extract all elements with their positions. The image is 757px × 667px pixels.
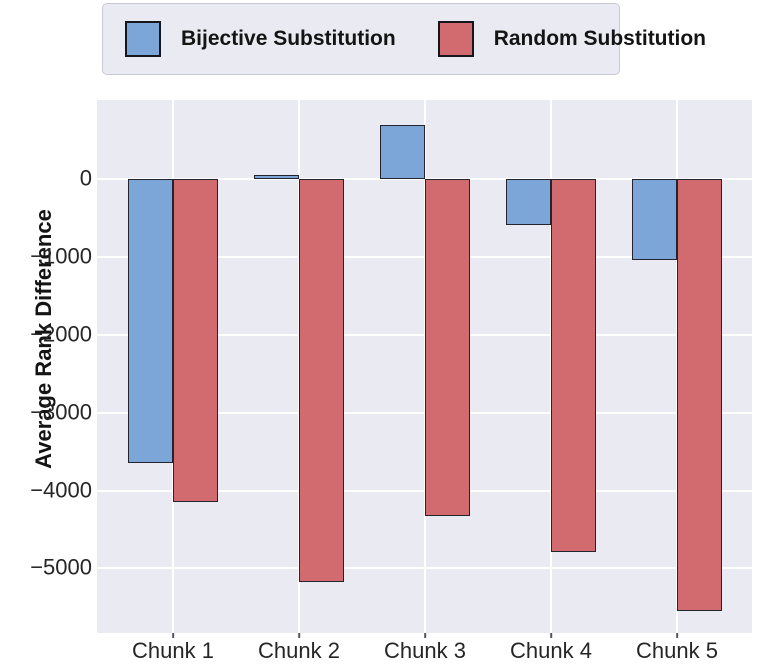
bar-random-substitution-5	[677, 179, 722, 612]
y-axis-label: Average Rank Difference	[31, 209, 56, 469]
y-tick-label: 0	[79, 165, 92, 191]
x-tick-label: Chunk 4	[510, 638, 592, 663]
plot-area	[97, 100, 752, 633]
x-tick-mark	[550, 633, 552, 638]
x-tick-label: Chunk 3	[384, 638, 466, 663]
x-tick-mark	[298, 633, 300, 638]
legend-label: Bijective Substitution	[181, 27, 396, 50]
legend-swatch-icon	[437, 21, 474, 57]
bar-bijective-substitution-3	[380, 124, 425, 180]
bar-random-substitution-2	[299, 179, 344, 583]
legend-item: Random Substitution	[437, 21, 706, 57]
bar-bijective-substitution-1	[128, 179, 173, 464]
x-tick-label: Chunk 1	[132, 638, 214, 663]
bar-bijective-substitution-5	[632, 179, 677, 260]
bar-bijective-substitution-2	[254, 175, 299, 180]
bar-random-substitution-4	[551, 179, 596, 553]
bar-random-substitution-1	[173, 179, 218, 503]
x-tick-mark	[172, 633, 174, 638]
x-tick-label: Chunk 2	[258, 638, 340, 663]
x-tick-label: Chunk 5	[636, 638, 718, 663]
x-tick-mark	[424, 633, 426, 638]
legend-item: Bijective Substitution	[125, 21, 396, 57]
x-tick-mark	[676, 633, 678, 638]
bar-random-substitution-3	[425, 179, 470, 517]
legend-label: Random Substitution	[493, 27, 706, 50]
y-tick-label: −5000	[30, 554, 92, 580]
legend-swatch-icon	[125, 21, 161, 57]
y-tick-label: −4000	[30, 477, 92, 503]
legend: Bijective Substitution Random Substitutio…	[102, 3, 706, 75]
bar-bijective-substitution-4	[506, 179, 551, 226]
